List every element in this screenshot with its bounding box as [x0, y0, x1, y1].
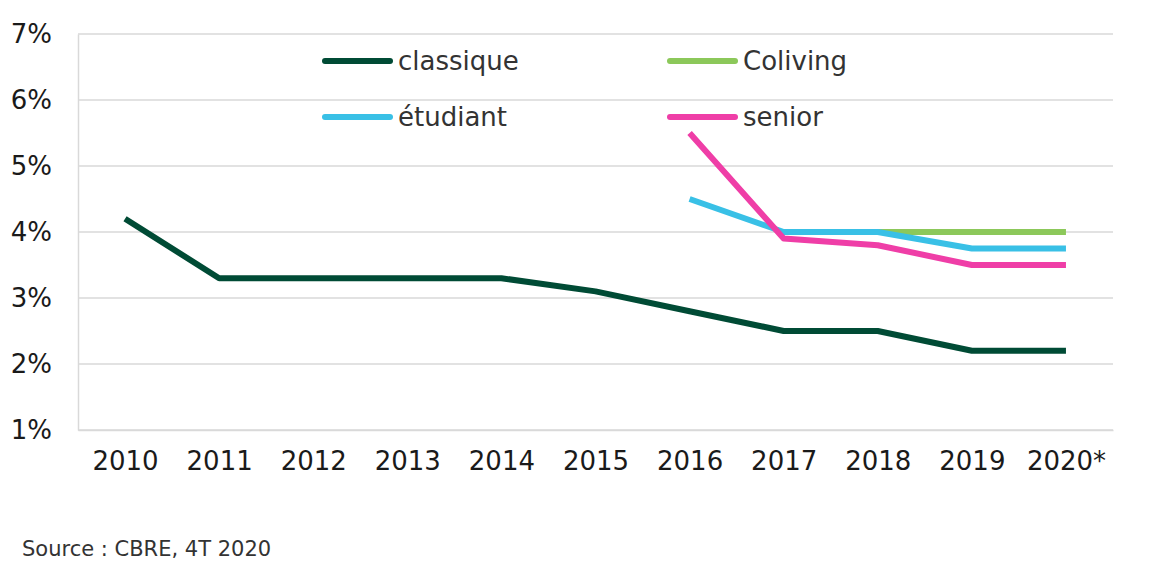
y-axis: 1% 2% 3% 4% 5% 6% 7%	[11, 19, 79, 445]
series-line	[690, 199, 1066, 249]
legend-item: senior	[670, 102, 823, 132]
y-tick-label: 3%	[11, 283, 52, 313]
chart: 1%2%3%4%5%6%7%20102011201220132014201520…	[0, 0, 1158, 574]
legend-swatch	[325, 114, 390, 120]
y-tick: 5%	[11, 151, 78, 181]
y-tick-label: 6%	[11, 85, 52, 115]
x-tick: 2016	[657, 430, 723, 476]
grid	[78, 34, 1113, 430]
x-tick: 2019	[939, 430, 1005, 476]
legend-item: classique	[325, 46, 519, 76]
series-line	[690, 133, 1066, 265]
legend-label: classique	[398, 46, 519, 76]
x-tick: 2017	[751, 430, 817, 476]
x-tick: 2012	[281, 430, 347, 476]
x-tick: 2013	[375, 430, 441, 476]
x-tick: 2014	[469, 430, 535, 476]
grid-line	[78, 297, 1113, 299]
y-tick-label: 4%	[11, 217, 52, 247]
y-tick: 6%	[11, 85, 78, 115]
x-tick: 2015	[563, 430, 629, 476]
y-tick: 1%	[11, 415, 78, 445]
grid-line	[78, 99, 1113, 101]
x-tick-label: 2012	[281, 446, 347, 476]
x-tick: 2010	[92, 430, 158, 476]
x-tick-label: 2015	[563, 446, 629, 476]
plot-area	[125, 133, 1066, 351]
x-tick-label: 2017	[751, 446, 817, 476]
legend-swatch	[670, 114, 735, 120]
legend-item: étudiant	[325, 102, 507, 132]
legend-label: senior	[743, 102, 823, 132]
grid-line	[78, 33, 1113, 35]
y-tick: 2%	[11, 349, 78, 379]
legend: classique Coliving étudiant senior	[325, 46, 847, 132]
grid-line	[78, 429, 1113, 431]
y-tick: 7%	[11, 19, 78, 49]
y-tick: 4%	[11, 217, 78, 247]
x-tick-label: 2016	[657, 446, 723, 476]
legend-swatch	[670, 58, 735, 64]
x-tick-label: 2013	[375, 446, 441, 476]
x-tick-label: 2020*	[1027, 446, 1106, 476]
legend-item: Coliving	[670, 46, 847, 76]
x-tick-label: 2014	[469, 446, 535, 476]
x-tick-label: 2011	[187, 446, 253, 476]
grid-line	[78, 165, 1113, 167]
y-tick-label: 1%	[11, 415, 52, 445]
y-axis-line	[78, 35, 80, 431]
source: Source : CBRE, 4T 2020	[22, 537, 271, 561]
x-tick-label: 2019	[939, 446, 1005, 476]
grid-line	[78, 363, 1113, 365]
x-tick: 2018	[845, 430, 911, 476]
legend-label: Coliving	[743, 46, 847, 76]
x-tick-label: 2018	[845, 446, 911, 476]
x-axis: 2010 2011 2012 2013 2014 2015 2016 2017 2018 2019…	[79, 430, 1114, 476]
y-tick-label: 7%	[11, 19, 52, 49]
x-axis-line	[79, 430, 1114, 432]
x-tick: 2011	[187, 430, 253, 476]
legend-label: étudiant	[398, 102, 507, 132]
grid-line	[78, 231, 1113, 233]
x-tick: 2020*	[1027, 430, 1106, 476]
y-tick: 3%	[11, 283, 78, 313]
legend-swatch	[325, 58, 390, 64]
y-tick-label: 2%	[11, 349, 52, 379]
y-tick-label: 5%	[11, 151, 52, 181]
x-tick-label: 2010	[92, 446, 158, 476]
